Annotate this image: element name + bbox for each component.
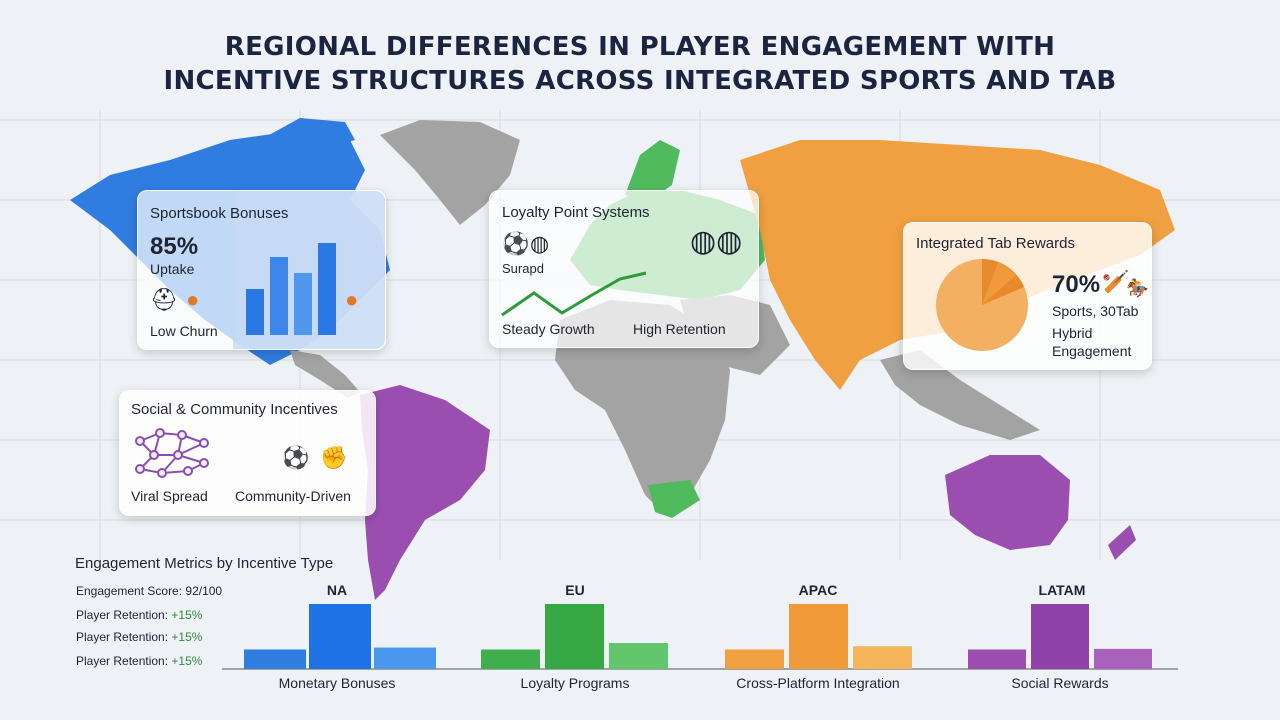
region-label-na: NA xyxy=(326,582,348,598)
sportsbook-bonuses-card: Sportsbook Bonuses 85% Uptake ⛑ ● ● Low … xyxy=(137,190,386,350)
title-line-2: INCENTIVE STRUCTURES ACROSS INTEGRATED S… xyxy=(163,66,1117,96)
retention-row: Player Retention: +15% xyxy=(76,654,202,668)
high-retention-label: High Retention xyxy=(633,321,726,337)
churn-label: Low Churn xyxy=(150,323,218,339)
bar-apac-3 xyxy=(853,646,912,669)
bar-na-2 xyxy=(309,604,371,669)
retention-row: Player Retention: +15% xyxy=(76,630,202,644)
bar-latam-2 xyxy=(1031,604,1089,669)
growth-line-chart xyxy=(501,271,647,317)
card-title: Loyalty Point Systems xyxy=(502,204,650,221)
retention-label: Player Retention: xyxy=(76,630,172,644)
retention-value: +15% xyxy=(171,630,203,644)
steady-growth-label: Steady Growth xyxy=(502,321,595,337)
bar-eu-2 xyxy=(545,604,604,669)
tab-value: 70% xyxy=(1052,271,1101,298)
category-label: Monetary Bonuses xyxy=(278,675,396,691)
region-label-apac: APAC xyxy=(798,582,838,598)
soccer-ball-icon: ⚽ xyxy=(282,445,310,470)
mini-bar xyxy=(318,243,336,335)
uptake-label: Uptake xyxy=(150,261,195,277)
network-icon xyxy=(135,428,209,478)
card-title: Sportsbook Bonuses xyxy=(150,205,289,222)
viral-spread-label: Viral Spread xyxy=(131,488,208,504)
retention-value: +15% xyxy=(171,654,203,668)
category-label: Cross-Platform Integration xyxy=(736,675,900,691)
tennis-racket-icon: ◍ xyxy=(530,231,550,256)
bar-latam-3 xyxy=(1094,648,1152,669)
mini-bar xyxy=(294,273,312,335)
bar-apac-2 xyxy=(789,604,848,669)
category-label: Social Rewards xyxy=(1011,675,1109,691)
card-title: Social & Community Incentives xyxy=(131,401,338,418)
mini-bar xyxy=(270,257,288,335)
loyalty-sub-label: Surapd xyxy=(502,261,544,276)
bar-apac-1 xyxy=(725,649,784,669)
horse-racing-icon: 🏇 xyxy=(1126,278,1149,298)
social-community-card: Social & Community Incentives ⚽ ✊ Viral … xyxy=(119,390,376,516)
tab-pie-chart xyxy=(936,259,1028,351)
greenland-region xyxy=(380,120,520,225)
cricket-icon: 🏏 xyxy=(1102,269,1130,294)
tab-split-label: Sports, 30Tab xyxy=(1052,303,1139,319)
retention-label: Player Retention: xyxy=(76,654,172,668)
pie-slice-accent xyxy=(982,263,1016,305)
metrics-title: Engagement Metrics by Incentive Type xyxy=(75,555,334,572)
bar-na-3 xyxy=(374,647,436,669)
bar-latam-1 xyxy=(968,649,1026,669)
southeast-asia-region xyxy=(880,350,1040,440)
loyalty-points-card: Loyalty Point Systems ⚽ ◍ ◍◍ Surapd Stea… xyxy=(489,190,759,348)
integrated-tab-rewards-card: Integrated Tab Rewards 70% 🏏 🏇 Sports, 3… xyxy=(903,222,1152,370)
growth-line xyxy=(501,271,647,317)
scandinavia-region xyxy=(625,140,680,200)
tennis-rackets-icon: ◍◍ xyxy=(690,225,743,258)
region-label-eu: EU xyxy=(565,582,585,598)
title-line-1: REGIONAL DIFFERENCES IN PLAYER ENGAGEMEN… xyxy=(224,32,1056,62)
arctic-islands-region xyxy=(260,118,355,150)
soccer-ball-icon: ⚽ xyxy=(502,231,530,256)
page-title: REGIONAL DIFFERENCES IN PLAYER ENGAGEMEN… xyxy=(0,30,1280,98)
mini-bar xyxy=(246,289,264,335)
new-zealand-region xyxy=(1108,525,1136,560)
bar-eu-1 xyxy=(481,649,540,669)
community-driven-label: Community-Driven xyxy=(235,488,351,504)
retention-label: Player Retention: xyxy=(76,608,172,622)
bar-na-1 xyxy=(244,649,306,669)
engagement-score-label: Engagement Score: 92/100 xyxy=(76,584,223,598)
south-africa-region xyxy=(648,480,700,518)
engagement-label: Engagement xyxy=(1052,343,1132,359)
hybrid-label: Hybrid xyxy=(1052,325,1093,341)
football-helmet-icon: ⛑ xyxy=(150,287,178,312)
category-label: Loyalty Programs xyxy=(520,675,630,691)
card-title: Integrated Tab Rewards xyxy=(916,235,1075,252)
uptake-value: 85% xyxy=(150,233,199,260)
boxing-glove-icon: ✊ xyxy=(320,445,348,470)
basketball-icon: ● xyxy=(345,287,359,312)
region-label-latam: LATAM xyxy=(1038,582,1086,598)
bar-eu-3 xyxy=(609,643,668,669)
australia-region xyxy=(945,455,1070,550)
south-america-region xyxy=(360,385,490,600)
retention-value: +15% xyxy=(171,608,203,622)
uptake-mini-bars xyxy=(246,243,336,335)
retention-row: Player Retention: +15% xyxy=(76,608,202,622)
central-america-region xyxy=(290,350,360,398)
basketball-icon: ● xyxy=(186,287,200,312)
africa-region xyxy=(555,300,730,515)
